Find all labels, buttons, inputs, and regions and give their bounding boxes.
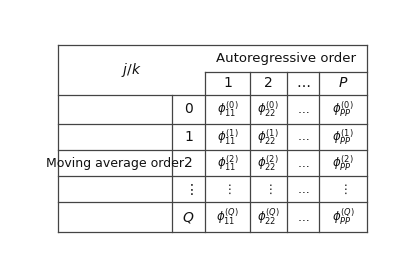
Text: $\phi_{PP}^{(1)}$: $\phi_{PP}^{(1)}$ — [332, 127, 354, 147]
Text: $\ldots$: $\ldots$ — [297, 157, 309, 170]
Text: $\ldots$: $\ldots$ — [296, 76, 310, 90]
Text: $\ldots$: $\ldots$ — [297, 183, 309, 196]
Text: $\vdots$: $\vdots$ — [184, 182, 193, 197]
Text: $\phi_{PP}^{(Q)}$: $\phi_{PP}^{(Q)}$ — [332, 207, 355, 227]
Text: $2$: $2$ — [264, 76, 273, 90]
Text: $\phi_{11}^{(2)}$: $\phi_{11}^{(2)}$ — [217, 153, 238, 173]
Text: $\ldots$: $\ldots$ — [297, 103, 309, 116]
Text: Autoregressive order: Autoregressive order — [216, 51, 356, 65]
Text: $\vdots$: $\vdots$ — [339, 183, 347, 196]
Text: $P$: $P$ — [338, 76, 349, 90]
Text: $\phi_{11}^{(0)}$: $\phi_{11}^{(0)}$ — [217, 100, 238, 119]
Text: $\phi_{11}^{(Q)}$: $\phi_{11}^{(Q)}$ — [216, 207, 239, 227]
Text: $\vdots$: $\vdots$ — [223, 183, 232, 196]
Text: $\phi_{PP}^{(2)}$: $\phi_{PP}^{(2)}$ — [332, 153, 354, 173]
Text: $1$: $1$ — [222, 76, 232, 90]
Text: $\phi_{PP}^{(0)}$: $\phi_{PP}^{(0)}$ — [332, 100, 354, 119]
Text: $Q$: $Q$ — [183, 210, 195, 224]
Text: 0: 0 — [184, 102, 193, 116]
Text: 1: 1 — [184, 130, 193, 144]
Text: $\vdots$: $\vdots$ — [264, 183, 272, 196]
Text: $\phi_{22}^{(0)}$: $\phi_{22}^{(0)}$ — [257, 100, 279, 119]
Text: $\phi_{22}^{(2)}$: $\phi_{22}^{(2)}$ — [257, 153, 279, 173]
Text: $\ldots$: $\ldots$ — [297, 211, 309, 224]
Text: $\phi_{22}^{(Q)}$: $\phi_{22}^{(Q)}$ — [257, 207, 280, 227]
Text: Moving average order: Moving average order — [46, 157, 184, 170]
Text: $\phi_{22}^{(1)}$: $\phi_{22}^{(1)}$ — [257, 127, 279, 147]
Text: $\phi_{11}^{(1)}$: $\phi_{11}^{(1)}$ — [217, 127, 238, 147]
Text: 2: 2 — [184, 156, 193, 170]
Text: $\ldots$: $\ldots$ — [297, 130, 309, 144]
Text: $j/k$: $j/k$ — [122, 60, 142, 79]
